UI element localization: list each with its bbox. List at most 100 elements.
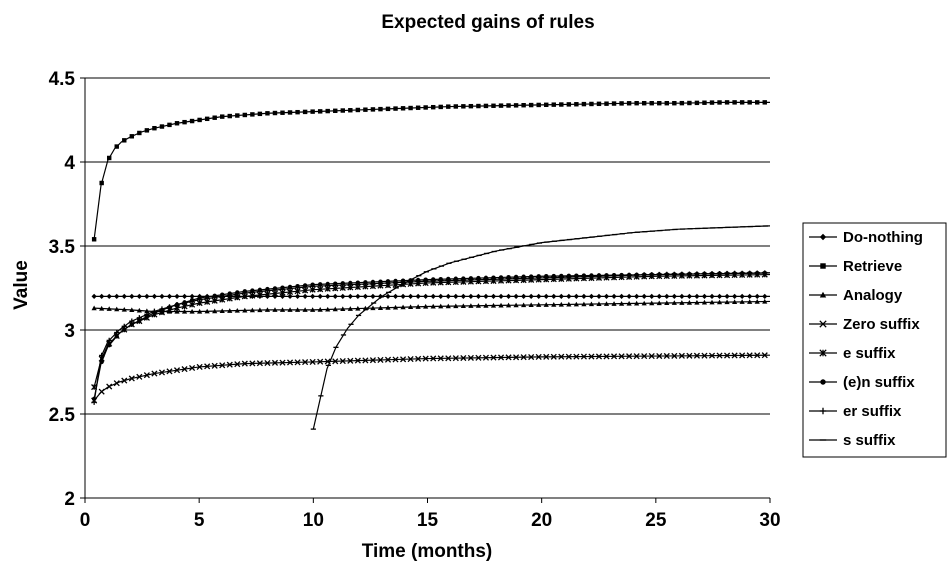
marker-plus xyxy=(634,272,640,278)
marker-triangle xyxy=(181,308,188,314)
marker-x xyxy=(430,355,437,362)
marker-diamond xyxy=(106,293,112,299)
marker-plus xyxy=(264,288,271,294)
marker-square xyxy=(559,102,564,107)
marker-x xyxy=(317,358,324,365)
marker-square xyxy=(287,110,293,115)
marker-diamond xyxy=(114,293,120,299)
marker-plus xyxy=(581,274,587,280)
marker-square xyxy=(310,109,315,114)
marker-x xyxy=(384,356,392,363)
marker-triangle xyxy=(430,303,436,309)
marker-diamond xyxy=(408,293,414,299)
marker-triangle xyxy=(468,303,474,308)
marker-triangle xyxy=(355,305,361,311)
marker-plus xyxy=(566,274,572,280)
marker-diamond xyxy=(468,293,474,299)
marker-diamond xyxy=(91,293,97,299)
marker-x xyxy=(467,354,474,361)
marker-plus xyxy=(227,292,233,298)
marker-triangle xyxy=(664,300,670,306)
marker-x xyxy=(656,352,663,360)
marker-square xyxy=(506,103,511,108)
marker-square xyxy=(415,105,421,110)
marker-diamond xyxy=(634,293,640,299)
marker-plus xyxy=(596,273,602,279)
marker-diamond xyxy=(528,293,534,299)
marker-x xyxy=(595,353,603,360)
legend-item: er suffix xyxy=(809,403,902,420)
marker-diamond xyxy=(498,293,504,299)
marker-x xyxy=(550,353,557,360)
legend-label: (e)n suffix xyxy=(843,374,915,391)
marker-square xyxy=(167,122,172,128)
marker-diamond xyxy=(370,293,376,299)
legend-label: Analogy xyxy=(843,287,903,304)
marker-triangle xyxy=(227,308,233,313)
marker-plus xyxy=(302,284,308,290)
marker-triangle xyxy=(551,302,557,307)
marker-square xyxy=(227,113,232,119)
marker-square xyxy=(400,106,406,111)
marker-triangle xyxy=(641,300,647,306)
marker-triangle xyxy=(739,299,745,304)
marker-triangle xyxy=(498,302,504,308)
marker-plus xyxy=(611,273,617,279)
marker-square xyxy=(159,124,165,129)
marker-x xyxy=(196,363,203,370)
marker-square xyxy=(430,104,436,110)
marker-square xyxy=(99,180,104,186)
marker-plus xyxy=(151,308,158,314)
marker-square xyxy=(551,102,556,107)
marker-x xyxy=(724,352,731,359)
marker-triangle xyxy=(626,300,632,306)
marker-diamond xyxy=(121,293,127,299)
marker-plus xyxy=(219,293,225,299)
marker-plus xyxy=(249,289,255,295)
marker-x xyxy=(128,375,135,382)
marker-plus xyxy=(257,288,263,295)
marker-x xyxy=(633,353,640,360)
marker-plus xyxy=(415,279,421,285)
legend-label: Do-nothing xyxy=(843,229,923,246)
marker-diamond xyxy=(611,293,617,299)
marker-diamond xyxy=(566,293,572,299)
marker-diamond xyxy=(596,293,602,299)
marker-triangle xyxy=(219,308,225,314)
marker-diamond xyxy=(287,293,293,299)
marker-triangle xyxy=(257,307,263,313)
marker-square xyxy=(513,103,519,108)
legend-label: s suffix xyxy=(843,432,896,449)
marker-square xyxy=(679,100,685,106)
marker-square xyxy=(122,138,127,143)
marker-square xyxy=(468,103,474,109)
marker-diamond xyxy=(460,293,466,299)
legend-item: e suffix xyxy=(809,345,896,362)
marker-x xyxy=(580,353,587,360)
marker-square xyxy=(152,125,157,131)
marker-x xyxy=(279,359,286,366)
marker-x xyxy=(573,353,580,360)
marker-square xyxy=(363,107,368,112)
marker-x xyxy=(610,353,618,360)
marker-square xyxy=(476,103,481,109)
marker-plus xyxy=(234,291,240,297)
marker-square xyxy=(461,104,466,109)
marker-diamond xyxy=(302,293,308,299)
marker-x xyxy=(558,353,565,360)
marker-square xyxy=(604,101,609,106)
marker-diamond xyxy=(453,293,459,299)
marker-diamond xyxy=(551,293,557,299)
marker-plus xyxy=(204,295,210,302)
marker-diamond xyxy=(166,293,173,299)
marker-plus xyxy=(724,270,730,277)
marker-x xyxy=(377,356,384,364)
marker-square xyxy=(589,101,594,107)
marker-square xyxy=(717,100,722,105)
y-axis-title: Value xyxy=(11,260,32,310)
marker-square xyxy=(340,108,345,113)
marker-diamond xyxy=(415,293,421,299)
marker-x xyxy=(249,360,256,367)
marker-x xyxy=(106,383,113,390)
